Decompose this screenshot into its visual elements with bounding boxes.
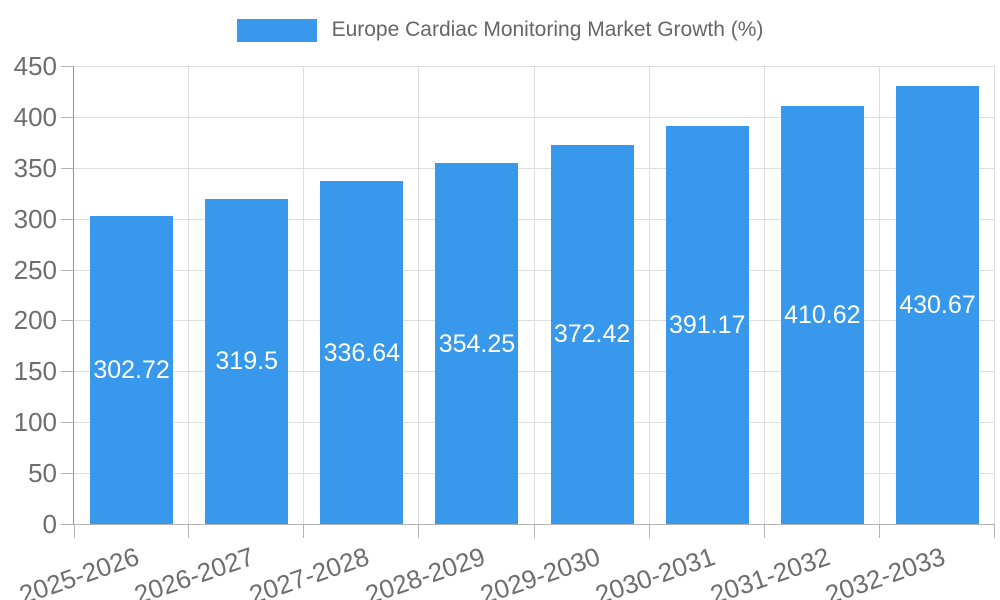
chart-legend[interactable]: Europe Cardiac Monitoring Market Growth …: [0, 17, 1000, 43]
legend-swatch-icon: [236, 18, 317, 42]
bar-value-label: 410.62: [784, 301, 861, 330]
bar-value-label: 302.72: [93, 355, 170, 384]
bar[interactable]: 354.25: [435, 163, 519, 524]
y-gridline: [74, 167, 995, 169]
bar-value-label: 372.42: [553, 320, 631, 349]
x-axis-tick: [648, 524, 650, 538]
x-axis-tick: [188, 524, 190, 538]
y-gridline: [74, 320, 995, 322]
x-axis-label: 2031-2032: [706, 541, 834, 600]
x-axis-label: 2025-2026: [15, 541, 144, 600]
x-gridline: [533, 66, 535, 524]
y-axis-tick: [61, 422, 73, 424]
bar-value-label: 391.17: [668, 310, 746, 339]
x-axis-tick: [303, 524, 305, 538]
bar[interactable]: 302.72: [90, 215, 174, 524]
y-axis-tick: [61, 473, 73, 475]
y-gridline: [74, 473, 995, 475]
x-axis-label: 2029-2030: [476, 541, 604, 600]
y-gridline: [74, 66, 995, 67]
y-axis-label: 350: [13, 152, 57, 183]
y-axis-label: 0: [42, 509, 57, 539]
x-axis-tick: [74, 524, 75, 538]
x-axis-tick: [418, 524, 420, 538]
y-axis-label: 50: [28, 458, 57, 489]
y-axis-tick: [61, 320, 73, 322]
y-axis-label: 150: [13, 356, 57, 387]
x-gridline: [994, 66, 995, 524]
x-gridline: [188, 66, 190, 524]
x-axis-label: 2030-2031: [591, 541, 719, 600]
y-axis-label: 250: [13, 254, 57, 285]
y-axis-label: 100: [13, 407, 57, 438]
x-axis-label: 2027-2028: [245, 541, 374, 600]
bar[interactable]: 391.17: [665, 125, 749, 524]
bar[interactable]: 319.5: [205, 198, 289, 524]
y-axis-label: 450: [13, 51, 57, 81]
y-gridline: [74, 116, 995, 118]
x-gridline: [418, 66, 420, 524]
x-axis-label: 2028-2029: [361, 541, 489, 600]
x-axis-tick: [878, 524, 880, 538]
x-gridline: [878, 66, 880, 524]
bar-value-label: 336.64: [323, 338, 401, 367]
x-gridline: [763, 66, 765, 524]
y-axis-label: 400: [13, 101, 57, 132]
x-axis-tick: [994, 524, 995, 538]
y-axis-label: 300: [13, 203, 57, 234]
y-axis-tick: [61, 66, 73, 67]
bar[interactable]: 336.64: [320, 181, 404, 524]
y-gridline: [74, 218, 995, 220]
y-gridline: [74, 422, 995, 424]
y-axis-tick: [61, 218, 73, 220]
y-gridline: [74, 371, 995, 373]
bar[interactable]: 410.62: [780, 106, 864, 524]
bar-value-label: 430.67: [899, 290, 976, 319]
y-axis-tick: [61, 371, 73, 373]
y-axis-tick: [61, 524, 73, 525]
bar-value-label: 354.25: [438, 329, 516, 358]
y-axis-label: 200: [13, 305, 57, 336]
y-gridline: [74, 269, 995, 271]
x-axis-label: 2032-2033: [821, 541, 949, 600]
bar[interactable]: 372.42: [550, 144, 634, 524]
x-axis-label: 2026-2027: [130, 541, 259, 600]
legend-label: Europe Cardiac Monitoring Market Growth …: [331, 18, 764, 41]
x-gridline: [303, 66, 305, 524]
x-gridline: [648, 66, 650, 524]
x-axis-tick: [533, 524, 535, 538]
bar-value-label: 319.5: [215, 347, 278, 376]
y-axis-tick: [61, 116, 73, 118]
y-axis-tick: [61, 167, 73, 169]
bar[interactable]: 430.67: [895, 85, 979, 524]
plot-area: 0 50 100 150 200 250 300 350 400 450 302.72 319.5 33…: [14, 53, 995, 600]
y-axis-tick: [61, 269, 73, 271]
x-axis-tick: [763, 524, 765, 538]
